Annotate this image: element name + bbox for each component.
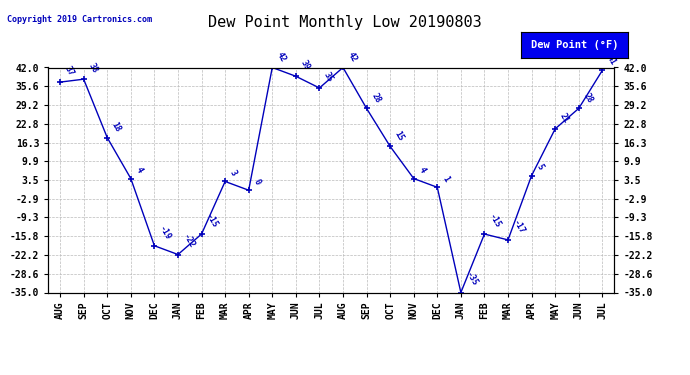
Text: 21: 21 — [558, 111, 571, 125]
Text: 28: 28 — [369, 91, 382, 104]
Text: 0: 0 — [251, 177, 262, 186]
Text: Dew Point Monthly Low 20190803: Dew Point Monthly Low 20190803 — [208, 15, 482, 30]
Text: -15: -15 — [487, 212, 502, 230]
Text: Copyright 2019 Cartronics.com: Copyright 2019 Cartronics.com — [7, 15, 152, 24]
Text: 18: 18 — [110, 120, 123, 134]
Text: 42: 42 — [346, 50, 359, 63]
Text: 3: 3 — [228, 168, 238, 177]
Text: 28: 28 — [582, 91, 594, 104]
Text: -15: -15 — [204, 212, 219, 230]
Text: 42: 42 — [275, 50, 288, 63]
Text: 5: 5 — [534, 163, 544, 171]
Text: 38: 38 — [86, 62, 99, 75]
Text: 1: 1 — [440, 174, 451, 183]
Text: 15: 15 — [393, 129, 406, 142]
Text: -19: -19 — [157, 224, 172, 242]
Text: 39: 39 — [299, 59, 311, 72]
Text: -22: -22 — [181, 233, 196, 250]
Text: 35: 35 — [322, 70, 335, 84]
Text: -35: -35 — [464, 271, 479, 288]
Text: 37: 37 — [63, 65, 76, 78]
Text: -17: -17 — [511, 218, 526, 236]
Text: Dew Point (°F): Dew Point (°F) — [531, 40, 618, 50]
Text: 4: 4 — [134, 165, 144, 174]
Text: 41: 41 — [605, 53, 618, 66]
Text: 4: 4 — [417, 165, 427, 174]
